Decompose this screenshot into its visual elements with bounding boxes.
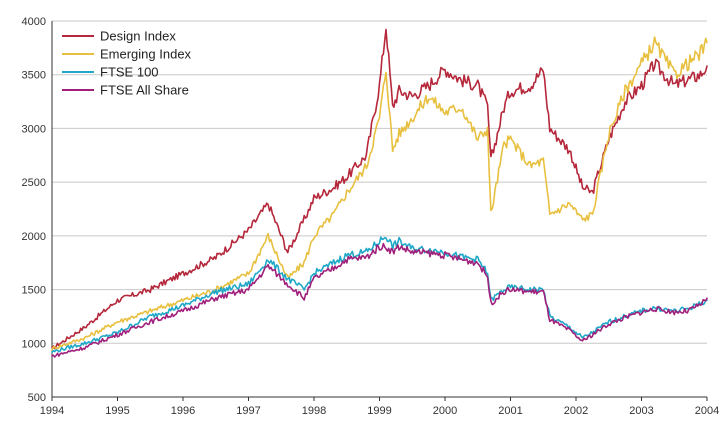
y-tick-label: 500 bbox=[28, 392, 46, 404]
y-tick-label: 3000 bbox=[22, 123, 46, 135]
x-tick-label: 1998 bbox=[302, 405, 326, 417]
x-tick-label: 2004 bbox=[695, 405, 719, 417]
legend: Design Index Emerging Index FTSE 100 FTSE A… bbox=[62, 29, 192, 98]
legend-label: FTSE All Share bbox=[100, 83, 189, 98]
series-line-ftse-all-share bbox=[51, 242, 708, 358]
x-tick-label: 1997 bbox=[236, 405, 260, 417]
x-tick-label: 1999 bbox=[367, 405, 391, 417]
legend-label: Design Index bbox=[100, 29, 176, 44]
x-tick-label: 1994 bbox=[40, 405, 64, 417]
x-tick-label: 1995 bbox=[105, 405, 129, 417]
y-tick-label: 2500 bbox=[22, 177, 46, 189]
legend-label: FTSE 100 bbox=[100, 65, 159, 80]
series-lines bbox=[51, 28, 708, 358]
x-tick-label: 2002 bbox=[564, 405, 588, 417]
y-tick-label: 3500 bbox=[22, 70, 46, 82]
x-tick-label: 2003 bbox=[629, 405, 653, 417]
y-tick-label: 1000 bbox=[22, 338, 46, 350]
y-axis-ticks: 500 1000 1500 2000 2500 3000 3500 4000 bbox=[22, 16, 46, 404]
x-tick-label: 2000 bbox=[433, 405, 457, 417]
y-tick-label: 1500 bbox=[22, 285, 46, 297]
y-tick-label: 2000 bbox=[22, 231, 46, 243]
x-tick-label: 1996 bbox=[171, 405, 195, 417]
x-axis-ticks: 1994 1995 1996 1997 1998 1999 2000 2001 2002 2003… bbox=[40, 397, 719, 417]
gridlines bbox=[52, 20, 707, 344]
series-line-design-index bbox=[51, 28, 708, 350]
x-tick-label: 2001 bbox=[498, 405, 522, 417]
series-line-emerging-index bbox=[51, 36, 708, 351]
series-line-ftse-100 bbox=[51, 236, 708, 354]
legend-label: Emerging Index bbox=[100, 47, 192, 62]
y-tick-label: 4000 bbox=[22, 16, 46, 28]
